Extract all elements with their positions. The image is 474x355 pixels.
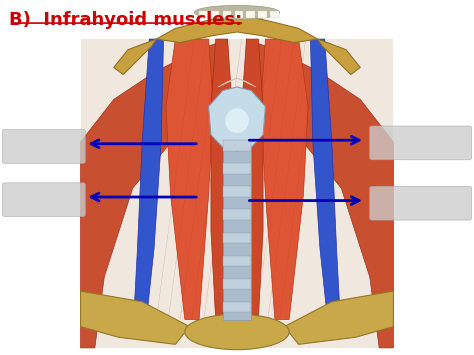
Bar bbox=[246, 11, 255, 18]
Bar bbox=[223, 209, 251, 220]
Bar bbox=[223, 302, 251, 312]
Polygon shape bbox=[318, 39, 360, 75]
Polygon shape bbox=[310, 39, 341, 337]
Bar bbox=[223, 140, 251, 151]
Bar bbox=[199, 11, 208, 18]
Polygon shape bbox=[81, 39, 228, 348]
Bar bbox=[223, 142, 251, 320]
Bar bbox=[223, 186, 251, 197]
Bar bbox=[81, 39, 393, 348]
Polygon shape bbox=[284, 291, 393, 344]
Polygon shape bbox=[246, 39, 393, 348]
Text: B)  Infrahyoid muscles:: B) Infrahyoid muscles: bbox=[9, 11, 243, 29]
Bar bbox=[211, 11, 219, 18]
Ellipse shape bbox=[185, 314, 289, 350]
Polygon shape bbox=[242, 39, 263, 320]
Polygon shape bbox=[114, 39, 156, 75]
FancyBboxPatch shape bbox=[2, 130, 85, 163]
Polygon shape bbox=[211, 39, 232, 320]
Polygon shape bbox=[218, 78, 256, 87]
Ellipse shape bbox=[225, 108, 249, 133]
Polygon shape bbox=[156, 14, 318, 43]
Bar bbox=[223, 11, 231, 18]
Bar bbox=[223, 233, 251, 243]
Polygon shape bbox=[81, 291, 190, 344]
Polygon shape bbox=[166, 39, 213, 320]
Bar bbox=[258, 11, 267, 18]
Polygon shape bbox=[133, 39, 164, 337]
Polygon shape bbox=[261, 39, 308, 320]
FancyBboxPatch shape bbox=[370, 186, 472, 220]
Bar bbox=[270, 11, 279, 18]
Bar bbox=[223, 256, 251, 266]
FancyBboxPatch shape bbox=[2, 183, 85, 217]
FancyBboxPatch shape bbox=[370, 126, 472, 160]
Ellipse shape bbox=[194, 5, 280, 20]
Bar bbox=[235, 11, 243, 18]
Bar bbox=[223, 279, 251, 289]
Bar bbox=[223, 163, 251, 174]
Polygon shape bbox=[209, 87, 265, 151]
